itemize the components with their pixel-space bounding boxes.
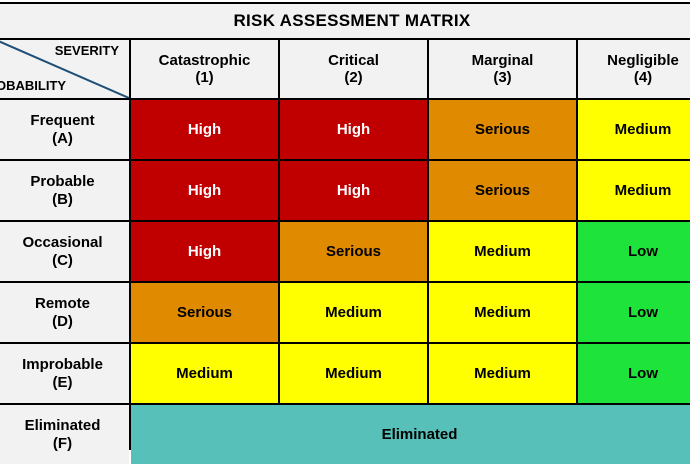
row-code: (E) — [52, 373, 73, 391]
column-name: Catastrophic — [158, 51, 251, 69]
row-name: Eliminated — [24, 417, 101, 435]
column-code: (4) — [633, 69, 653, 86]
column-name: Critical — [328, 51, 379, 69]
column-header-negligible: Negligible (4) — [578, 40, 690, 98]
row-header-remote: Remote (D) — [0, 283, 129, 342]
diagonal-divider — [0, 40, 129, 98]
risk-cell: Medium — [578, 161, 690, 220]
risk-cell: Serious — [280, 222, 427, 281]
risk-cell: Medium — [131, 344, 278, 403]
row-header-improbable: Improbable (E) — [0, 344, 129, 403]
column-header-marginal: Marginal (3) — [429, 40, 576, 98]
row-code: (C) — [52, 251, 73, 269]
risk-cell: Medium — [578, 100, 690, 159]
risk-cell: Medium — [280, 344, 427, 403]
risk-cell: Serious — [131, 283, 278, 342]
risk-cell: Serious — [429, 100, 576, 159]
row-name: Remote — [34, 295, 90, 313]
row-header-probable: Probable (B) — [0, 161, 129, 220]
row-code: (F) — [52, 434, 73, 452]
row-code: (D) — [52, 312, 73, 330]
risk-cell: High — [131, 161, 278, 220]
eliminated-merged-cell: Eliminated — [131, 405, 690, 464]
row-name: Frequent — [30, 112, 95, 130]
row-name: Improbable — [22, 356, 103, 374]
row-name: Occasional — [22, 234, 103, 252]
risk-cell: High — [131, 100, 278, 159]
row-code: (B) — [52, 190, 73, 208]
column-code: (3) — [493, 69, 512, 86]
risk-cell: Low — [578, 283, 690, 342]
risk-cell: Medium — [280, 283, 427, 342]
risk-cell: Medium — [429, 283, 576, 342]
column-code: (2) — [344, 69, 363, 86]
row-header-frequent: Frequent (A) — [0, 100, 129, 159]
corner-header: SEVERITY OBABILITY — [0, 40, 129, 98]
risk-cell: High — [280, 161, 427, 220]
matrix-title: RISK ASSESSMENT MATRIX — [0, 4, 690, 38]
risk-cell: Low — [578, 344, 690, 403]
risk-cell: High — [280, 100, 427, 159]
row-header-occasional: Occasional (C) — [0, 222, 129, 281]
row-name: Probable — [30, 173, 95, 191]
column-name: Negligible — [607, 51, 679, 69]
column-name: Marginal — [471, 51, 534, 69]
risk-cell: Medium — [429, 222, 576, 281]
severity-axis-label: SEVERITY — [54, 43, 119, 58]
risk-cell: Serious — [429, 161, 576, 220]
column-code: (1) — [195, 69, 214, 86]
risk-cell: Medium — [429, 344, 576, 403]
row-code: (A) — [52, 129, 73, 147]
column-header-catastrophic: Catastrophic (1) — [131, 40, 278, 98]
risk-cell: High — [131, 222, 278, 281]
risk-cell: Low — [578, 222, 690, 281]
row-header-eliminated: Eliminated (F) — [0, 405, 129, 464]
probability-axis-label: OBABILITY — [0, 79, 67, 94]
column-header-critical: Critical (2) — [280, 40, 427, 98]
